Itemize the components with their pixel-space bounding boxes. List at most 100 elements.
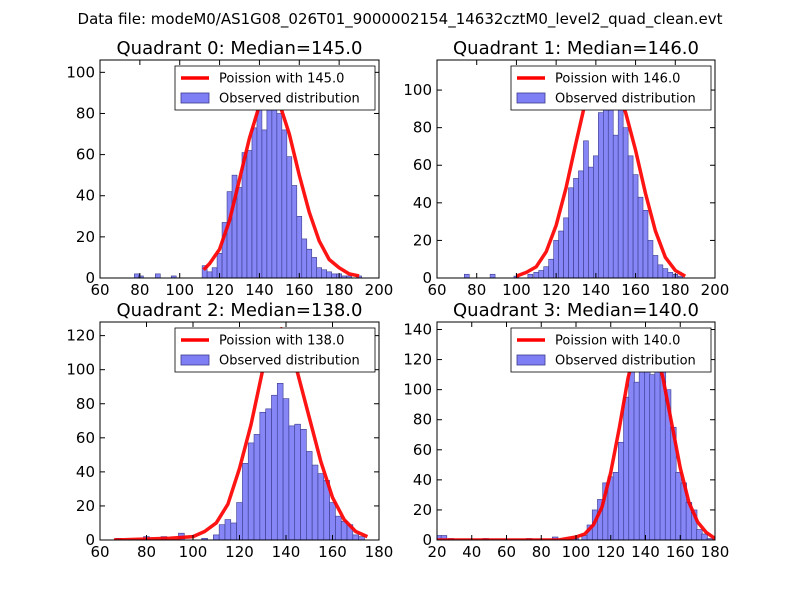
histogram-bar	[358, 536, 365, 540]
histogram-bar	[206, 271, 213, 278]
y-tick-label: 120	[403, 351, 432, 369]
histogram-bar	[259, 411, 266, 540]
x-tick-label: 140	[631, 543, 660, 561]
axes-frame	[99, 59, 380, 279]
histogram-bar	[652, 255, 659, 278]
x-tick-label: 40	[462, 543, 481, 561]
legend-label-poisson: Poission with 145.0	[219, 72, 344, 87]
histogram-bar	[548, 258, 554, 278]
y-tick-label: 20	[76, 497, 95, 515]
histogram-bar	[675, 472, 682, 540]
y-tick-label: 0	[422, 269, 432, 287]
y-tick-label: 0	[85, 531, 95, 549]
histogram-bar	[618, 441, 625, 540]
histogram-bar	[489, 273, 496, 278]
histogram-bar	[265, 408, 272, 540]
histogram-bar	[543, 266, 549, 278]
x-tick-label: 80	[130, 281, 149, 299]
y-tick-label: 60	[413, 441, 432, 459]
x-tick-label: 180	[661, 281, 690, 299]
histogram-bar	[236, 187, 243, 278]
histogram-bar	[527, 273, 534, 278]
x-tick-label: 100	[502, 281, 531, 299]
y-tick-label: 40	[76, 187, 95, 205]
histogram-bar	[568, 187, 574, 278]
legend-bar-swatch	[516, 92, 546, 104]
x-tick-label: 180	[701, 543, 730, 561]
y-tick-label: 100	[66, 63, 95, 81]
x-tick-label: 160	[666, 543, 695, 561]
legend-bar-swatch	[180, 92, 210, 104]
histogram-bar	[288, 425, 296, 540]
y-tick-label: 120	[66, 327, 95, 345]
histogram-bar	[213, 534, 220, 540]
legend-label-observed: Observed distribution	[555, 92, 696, 107]
histogram-bar	[247, 442, 255, 540]
histogram-bar	[311, 464, 319, 540]
histogram-bar	[649, 374, 656, 540]
histogram-bar	[696, 529, 703, 540]
legend-label-poisson: Poission with 140.0	[555, 334, 680, 349]
y-tick-label: 140	[403, 321, 432, 339]
histogram-bar	[632, 174, 639, 278]
histogram-bar	[331, 273, 337, 278]
panel-title: Quadrant 0: Median=145.0	[117, 38, 363, 59]
histogram-bar	[638, 351, 646, 540]
panel-title: Quadrant 3: Median=140.0	[453, 300, 699, 321]
histogram-bar	[329, 502, 336, 540]
histogram-bar	[301, 238, 308, 278]
legend-bar-swatch	[516, 354, 546, 366]
x-tick-label: 120	[542, 281, 571, 299]
histogram-bar	[573, 178, 579, 278]
panel-quadrant-0: 60 80 100 120 140 160 180 200 0 20 40 60 80 100 Quadra…	[66, 38, 393, 299]
histogram-bar	[558, 230, 564, 278]
x-tick-label: 200	[701, 281, 730, 299]
histogram-bar	[622, 127, 629, 278]
histogram-bar	[226, 191, 233, 278]
legend: Poission with 138.0 Observed distribution	[174, 327, 376, 373]
y-tick-label: 100	[403, 81, 432, 99]
histogram-bar	[642, 210, 649, 278]
histogram-bar	[538, 270, 545, 278]
histogram-bar	[578, 170, 584, 278]
histogram-bar	[296, 216, 303, 278]
histogram-bar	[306, 451, 313, 540]
legend-bar-swatch	[180, 354, 210, 366]
legend-label-observed: Observed distribution	[555, 354, 696, 369]
histogram-bar	[281, 129, 288, 278]
histogram-bar	[583, 140, 589, 278]
panel-title: Quadrant 2: Median=138.0	[117, 300, 363, 321]
x-tick-label: 60	[427, 281, 446, 299]
y-tick-label: 100	[66, 361, 95, 379]
histogram-bar	[326, 271, 332, 278]
x-tick-label: 60	[90, 281, 109, 299]
x-tick-label: 80	[467, 281, 486, 299]
x-tick-label: 120	[205, 281, 234, 299]
histogram-bar	[138, 275, 144, 278]
x-tick-label: 140	[272, 543, 301, 561]
legend-label-poisson: Poission with 138.0	[219, 334, 344, 349]
histogram-bar	[633, 381, 640, 540]
y-tick-label: 20	[413, 501, 432, 519]
histogram-bar	[553, 240, 559, 278]
y-tick-label: 60	[413, 156, 432, 174]
histogram-bar	[230, 522, 237, 540]
y-tick-label: 40	[76, 463, 95, 481]
histogram-bar	[612, 472, 620, 540]
histogram-bar	[612, 134, 619, 278]
y-tick-label: 40	[413, 194, 432, 212]
histogram-bar	[335, 515, 342, 540]
x-tick-label: 140	[245, 281, 274, 299]
y-tick-label: 0	[85, 269, 95, 287]
histogram-bar	[627, 155, 634, 278]
y-tick-label: 80	[413, 119, 432, 137]
x-tick-label: 180	[365, 543, 394, 561]
x-tick-label: 160	[285, 281, 314, 299]
histogram-bar	[623, 396, 630, 540]
x-tick-label: 20	[427, 543, 446, 561]
panel-quadrant-2: 60 80 100 120 140 160 180 0 20 40 60 80 100 120 Quadra…	[66, 300, 393, 561]
legend: Poission with 140.0 Observed distribution	[510, 327, 712, 373]
y-tick-label: 80	[76, 395, 95, 413]
histogram-bar	[706, 538, 713, 540]
